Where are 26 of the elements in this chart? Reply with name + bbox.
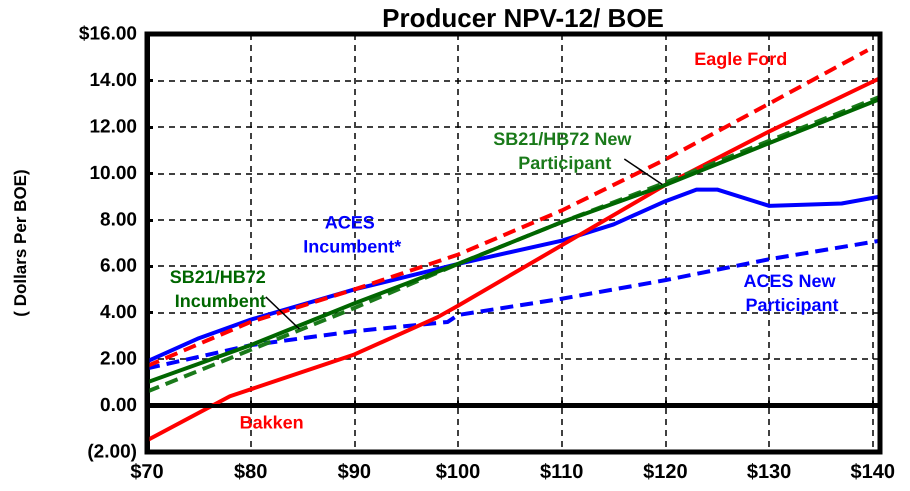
series-label: Eagle Ford xyxy=(694,49,788,70)
y-tick-label: 0.00 xyxy=(100,395,137,416)
y-axis-title: ( Dollars Per BOE) xyxy=(11,169,30,317)
x-tick-label: $110 xyxy=(540,461,584,483)
series-label: SB21/HB72 New Participant xyxy=(493,129,636,174)
y-tick-label: 2.00 xyxy=(100,348,137,370)
x-tick-label: $90 xyxy=(338,461,372,483)
y-tick-label: 10.00 xyxy=(89,162,137,184)
x-tick-label: $130 xyxy=(746,461,792,483)
series-label: Bakken xyxy=(240,412,304,433)
y-tick-label: 6.00 xyxy=(100,256,137,277)
y-tick-label: 8.00 xyxy=(100,209,137,230)
y-tick-label: (2.00) xyxy=(87,442,137,462)
x-tick-label: $80 xyxy=(234,461,268,483)
x-tick-label: $70 xyxy=(130,461,164,483)
series-label: ACES Incumbent* xyxy=(303,212,402,257)
series-label: SB21/HB72 Incumbent xyxy=(170,266,271,311)
x-tick-label: $120 xyxy=(643,461,688,483)
x-tick-label: $140 xyxy=(850,461,895,483)
chart-title: Producer NPV-12/ BOE xyxy=(382,3,664,33)
y-tick-label: 12.00 xyxy=(89,116,137,138)
x-tick-label: $100 xyxy=(436,461,480,483)
series-label: ACES New Participant xyxy=(744,271,841,316)
y-tick-label: 4.00 xyxy=(100,302,137,324)
y-tick-label: $16.00 xyxy=(78,24,137,44)
y-tick-label: 14.00 xyxy=(89,70,137,91)
